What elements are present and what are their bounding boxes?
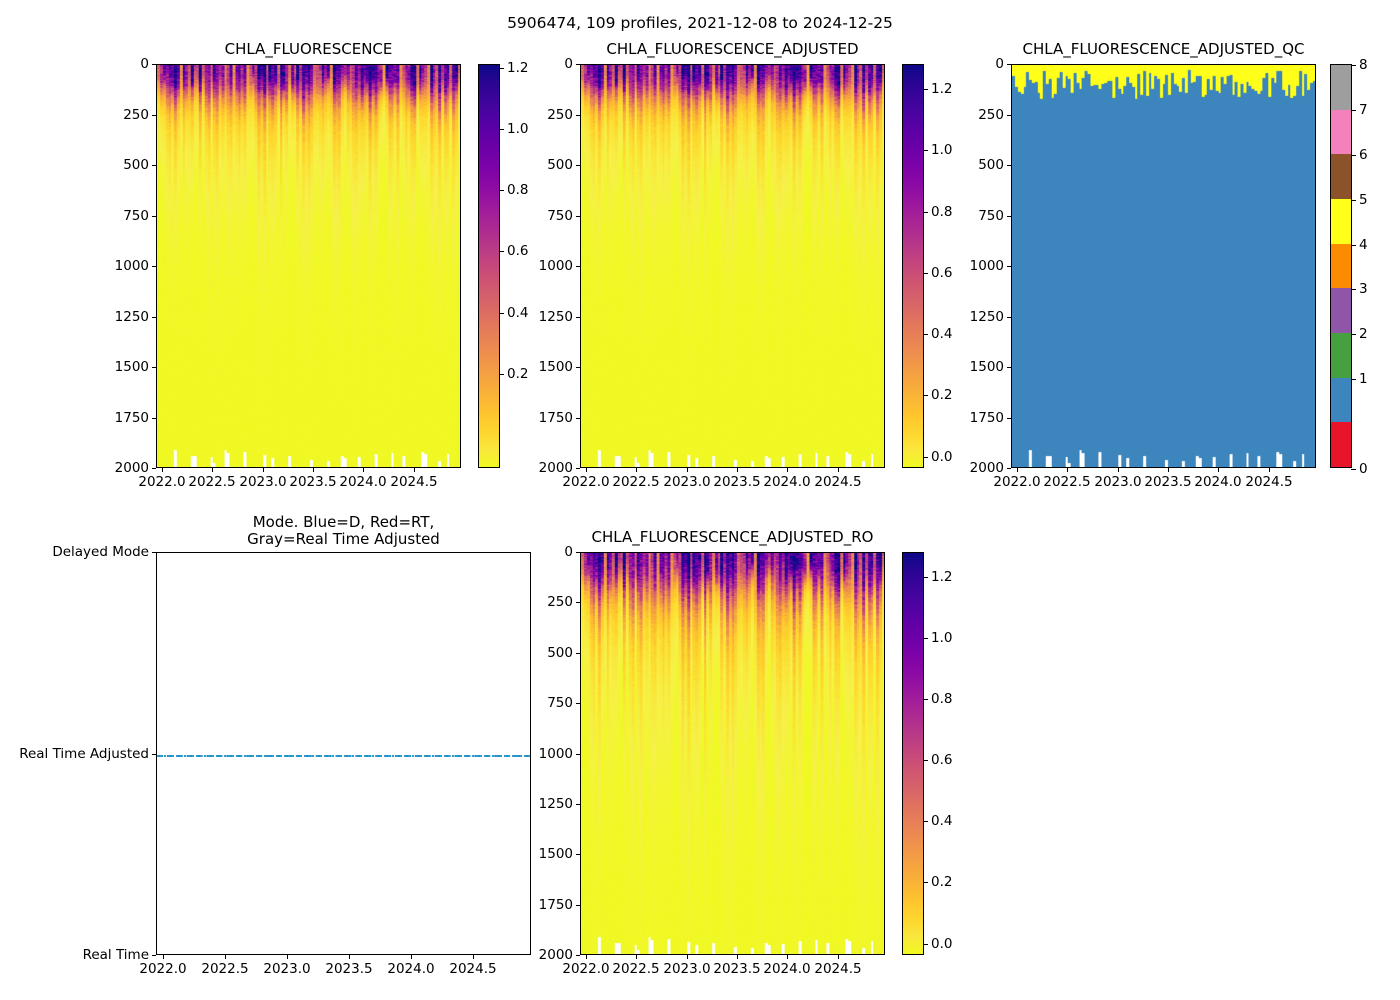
heatmap-chla-fluorescence [157,65,460,467]
axes-title-chla-fluorescence-adjusted-ro: CHLA_FLUORESCENCE_ADJUSTED_RO [591,528,874,547]
heatmap-chla-fluorescence-adjusted-qc [1012,65,1315,467]
colorbar-segment-qc-8 [1331,65,1351,110]
axes-chla-fluorescence-adjusted-ro[interactable]: CHLA_FLUORESCENCE_ADJUSTED_RO 0 250 500 … [539,529,885,977]
plot-area-chla-fluorescence[interactable] [156,64,461,468]
axes-chla-fluorescence[interactable]: CHLA_FLUORESCENCE 0 250 500 750 1000 125… [115,41,461,490]
colorbar-segment-qc-1 [1331,377,1351,423]
colorbar-segment-qc-4 [1331,243,1351,289]
colorbar-segment-qc-7 [1331,109,1351,155]
axes-title-chla-fluorescence-adjusted: CHLA_FLUORESCENCE_ADJUSTED [606,40,859,59]
axes-title-chla-fluorescence-adjusted-qc: CHLA_FLUORESCENCE_ADJUSTED_QC [1022,40,1305,59]
figure-suptitle: 5906474, 109 profiles, 2021-12-08 to 202… [507,14,893,32]
colorbar-segment-qc-3 [1331,288,1351,334]
colorbar-gradient-chla-fluorescence-adjusted-ro [903,553,923,954]
axes-chla-fluorescence-adjusted[interactable]: CHLA_FLUORESCENCE_ADJUSTED 0 250 500 750… [539,41,885,490]
colorbar-gradient-chla-fluorescence-adjusted [903,65,923,467]
heatmap-chla-fluorescence-adjusted [581,65,884,467]
plot-area-chla-fluorescence-adjusted[interactable] [580,64,885,468]
colorbar-segment-qc-6 [1331,154,1351,200]
colorbar-segment-qc-5 [1331,199,1351,244]
plot-area-mode[interactable] [156,552,531,955]
axes-title-mode-line1: Mode. Blue=D, Red=RT, [252,512,435,531]
heatmap-chla-fluorescence-adjusted-ro [581,553,884,954]
plot-area-chla-fluorescence-adjusted-qc[interactable] [1011,64,1316,468]
colorbar-segments-qc [1331,65,1351,467]
colorbar-segment-qc-0 [1331,422,1351,467]
colorbar-chla-fluorescence-adjusted[interactable]: 1.2 1.0 0.8 0.6 0.4 0.2 0.0 [902,64,952,468]
axes-title-chla-fluorescence: CHLA_FLUORESCENCE [224,40,393,59]
colorbar-chla-fluorescence-adjusted-ro[interactable]: 1.2 1.0 0.8 0.6 0.4 0.2 0.0 [902,552,952,955]
colorbar-gradient-chla-fluorescence [479,65,499,467]
axes-chla-fluorescence-adjusted-qc[interactable]: CHLA_FLUORESCENCE_ADJUSTED_QC 0 250 500 … [970,41,1316,490]
mode-series-line-overlay [157,754,530,757]
axes-title-mode: Mode. Blue=D, Red=RT, Gray=Real Time Adj… [247,512,440,549]
axes-title-mode-line2: Gray=Real Time Adjusted [247,530,440,549]
colorbar-chla-fluorescence[interactable]: 1.2 1.0 0.8 0.6 0.4 0.2 [478,60,528,468]
axes-mode[interactable]: Mode. Blue=D, Red=RT, Gray=Real Time Adj… [19,513,531,977]
colorbar-chla-fluorescence-adjusted-qc[interactable]: 8 7 6 5 4 3 2 1 0 [1330,57,1368,477]
plot-area-chla-fluorescence-adjusted-ro[interactable] [580,552,885,955]
colorbar-segment-qc-2 [1331,333,1351,378]
